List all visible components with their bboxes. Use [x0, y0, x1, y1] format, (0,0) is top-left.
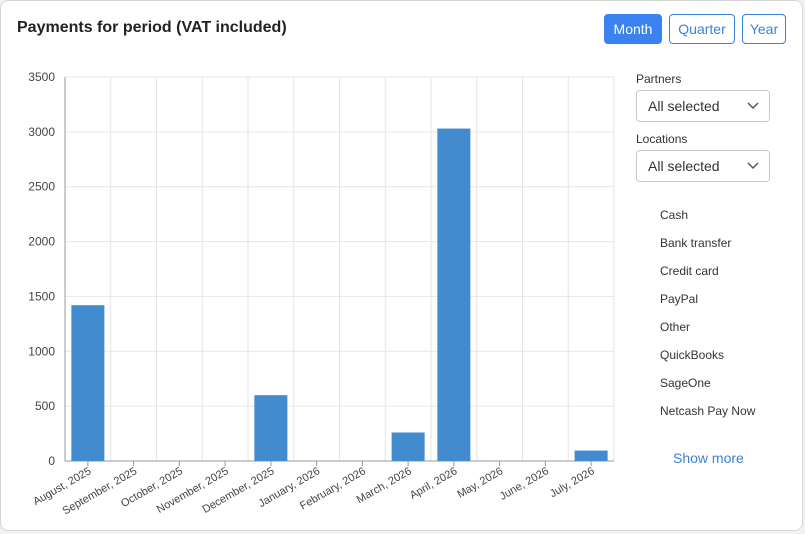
- locations-select[interactable]: All selected: [636, 150, 770, 182]
- x-tick-label: May, 2026: [455, 465, 505, 501]
- legend-item-cash[interactable]: Cash: [660, 208, 689, 222]
- partners-label: Partners: [636, 72, 682, 86]
- bar: [71, 305, 105, 461]
- legend-item-other[interactable]: Other: [660, 320, 691, 334]
- legend-item-bank-transfer[interactable]: Bank transfer: [660, 236, 732, 250]
- bar: [437, 128, 471, 461]
- payment-type-legend: Cash Bank transfer Credit card PayPal Ot…: [660, 205, 755, 429]
- month-button[interactable]: Month: [604, 14, 662, 44]
- locations-select-value: All selected: [648, 158, 720, 174]
- y-tick-label: 3500: [28, 70, 55, 84]
- chevron-down-icon: [747, 102, 759, 110]
- legend-item-sageone[interactable]: SageOne: [660, 376, 711, 390]
- y-tick-label: 500: [35, 399, 55, 413]
- partners-select[interactable]: All selected: [636, 90, 770, 122]
- partners-select-value: All selected: [648, 98, 720, 114]
- bar: [391, 432, 425, 461]
- y-tick-label: 1500: [28, 289, 55, 303]
- legend-item-paypal[interactable]: PayPal: [660, 292, 699, 306]
- y-tick-label: 2000: [28, 235, 55, 249]
- y-tick-label: 1000: [28, 344, 55, 358]
- x-tick-label: June, 2026: [498, 465, 551, 503]
- y-tick-label: 0: [48, 454, 55, 468]
- legend-item-quickbooks[interactable]: QuickBooks: [660, 348, 725, 362]
- bar: [254, 395, 288, 461]
- bar: [574, 450, 608, 461]
- quarter-button[interactable]: Quarter: [669, 14, 735, 44]
- legend-item-netcash-pay-now[interactable]: Netcash Pay Now: [660, 404, 756, 418]
- legend-item-credit-card[interactable]: Credit card: [660, 264, 719, 278]
- y-tick-label: 2500: [28, 180, 55, 194]
- show-more-link[interactable]: Show more: [673, 450, 744, 466]
- locations-label: Locations: [636, 132, 688, 146]
- x-tick-label: July, 2026: [548, 465, 597, 500]
- y-tick-label: 3000: [28, 125, 55, 139]
- card-title: Payments for period (VAT included): [17, 19, 287, 36]
- year-button[interactable]: Year: [742, 14, 786, 44]
- chevron-down-icon: [747, 162, 759, 170]
- x-tick-label: April, 2026: [408, 465, 460, 502]
